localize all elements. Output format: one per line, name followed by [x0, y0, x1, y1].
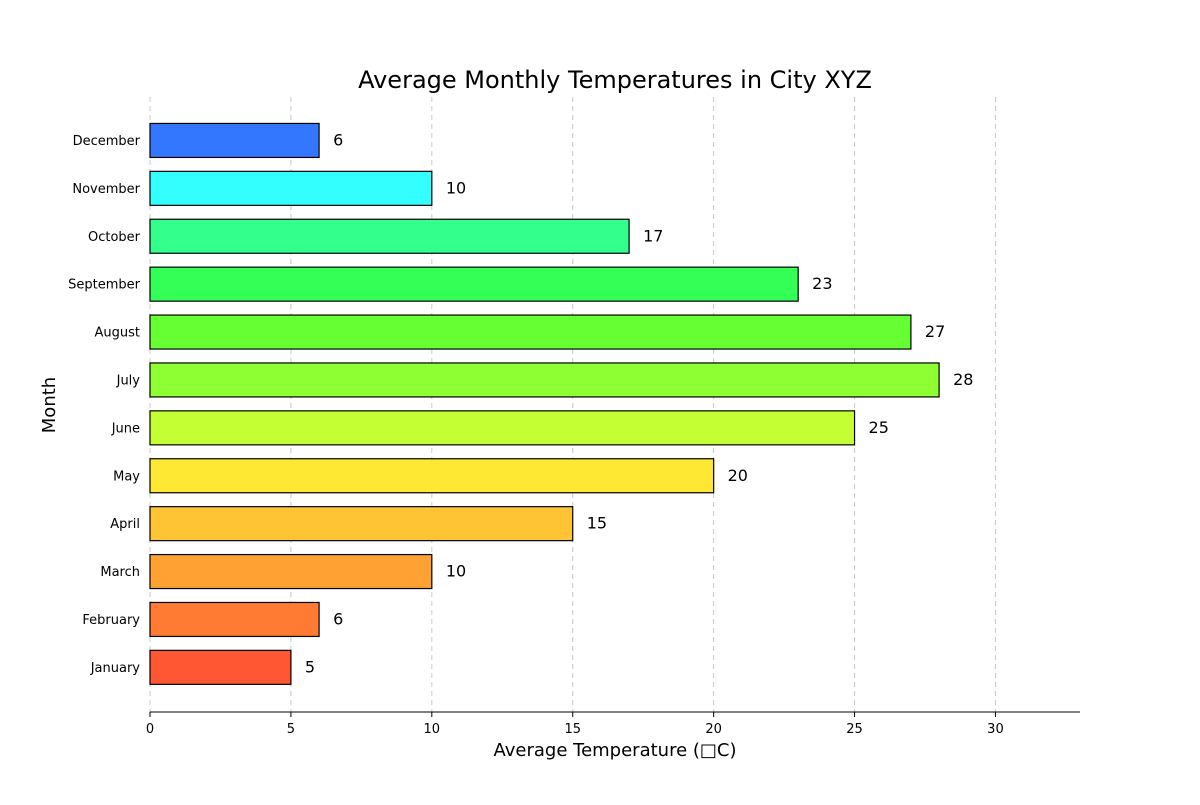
y-tick-label-april: April	[110, 517, 140, 532]
value-label-november: 10	[446, 178, 466, 197]
value-label-january: 5	[305, 657, 315, 676]
value-label-december: 6	[333, 130, 343, 149]
y-tick-label-october: October	[88, 230, 141, 245]
bars	[149, 122, 940, 685]
bar-february	[149, 601, 320, 638]
x-tick-label-6: 30	[987, 722, 1004, 737]
value-label-march: 10	[446, 562, 466, 581]
value-label-october: 17	[643, 226, 663, 245]
chart-title: Average Monthly Temperatures in City XYZ	[358, 66, 872, 94]
value-label-july: 28	[953, 370, 973, 389]
value-label-june: 25	[869, 418, 889, 437]
bar-march	[149, 553, 433, 590]
y-tick-label-march: March	[100, 565, 140, 580]
value-label-may: 20	[728, 466, 748, 485]
value-label-september: 23	[812, 274, 832, 293]
bar-june	[149, 410, 856, 446]
bar-september	[149, 266, 799, 302]
value-label-april: 15	[587, 514, 607, 533]
bar-april	[149, 506, 574, 542]
bar-august	[149, 314, 912, 350]
x-tick-label-1: 5	[287, 722, 295, 737]
y-tick-label-september: September	[68, 278, 141, 293]
y-tick-label-august: August	[95, 326, 141, 341]
bar-july	[149, 362, 940, 398]
bar-january	[149, 649, 292, 685]
y-tick-label-november: November	[72, 182, 140, 197]
value-labels: 5 6 10 15 20 25 28 27 23 17 10 6	[305, 130, 974, 676]
value-label-august: 27	[925, 322, 945, 341]
y-tick-label-february: February	[82, 613, 140, 628]
bar-october	[149, 218, 630, 254]
x-tick-label-5: 25	[846, 722, 863, 737]
x-axis-title: Average Temperature (□C)	[494, 740, 737, 761]
x-tick-label-2: 10	[424, 722, 441, 737]
x-tick-label-3: 15	[564, 722, 581, 737]
axes: 0 5 10 15 20 25 30 January February March April May…	[68, 134, 1080, 737]
bar-november	[149, 170, 433, 206]
y-tick-label-june: June	[111, 421, 140, 436]
x-tick-label-0: 0	[146, 722, 154, 737]
value-label-february: 6	[333, 609, 343, 628]
y-tick-label-december: December	[73, 134, 141, 149]
y-tick-label-may: May	[113, 469, 140, 484]
y-tick-label-july: July	[116, 373, 141, 388]
y-tick-label-january: January	[90, 661, 141, 676]
y-axis-title: Month	[39, 377, 60, 433]
bar-may	[149, 458, 715, 494]
x-tick-label-4: 20	[705, 722, 722, 737]
bar-december	[149, 122, 320, 159]
